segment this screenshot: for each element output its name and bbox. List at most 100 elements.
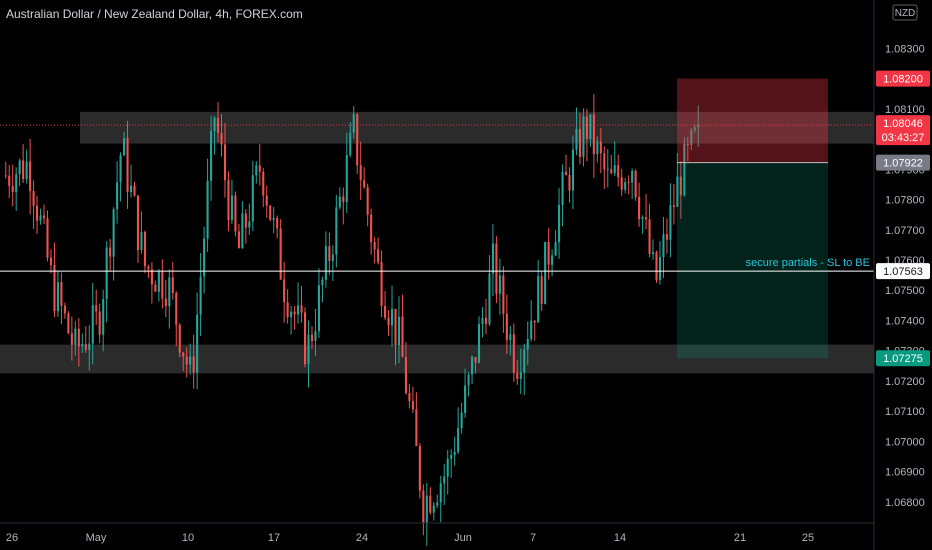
- candle-body: [672, 205, 675, 207]
- candle: [690, 127, 693, 151]
- candle: [223, 123, 227, 198]
- partials-annotation: secure partials - SL to BE: [746, 257, 870, 269]
- candle: [380, 250, 383, 318]
- candle: [533, 320, 536, 341]
- candle: [293, 306, 296, 330]
- candle-body: [624, 182, 627, 190]
- candle: [387, 310, 390, 336]
- candle: [436, 494, 439, 508]
- candle-body: [109, 247, 112, 257]
- candle: [112, 207, 115, 281]
- candle-body: [77, 328, 80, 347]
- candle-body: [293, 311, 296, 315]
- candle-body: [241, 213, 244, 249]
- candle: [98, 303, 101, 344]
- candle-body: [415, 409, 418, 446]
- candle: [4, 161, 7, 179]
- candle: [363, 167, 366, 189]
- candle: [15, 167, 18, 211]
- candle: [269, 204, 272, 222]
- candle-body: [262, 171, 265, 196]
- candle-body: [686, 143, 689, 146]
- candle-body: [495, 243, 498, 294]
- candle-body: [324, 246, 327, 280]
- candle-body: [526, 339, 529, 350]
- candle: [384, 290, 387, 320]
- candle-body: [234, 195, 237, 232]
- candle: [669, 183, 672, 258]
- candle-body: [453, 451, 456, 456]
- candle: [335, 194, 338, 268]
- time-tick-label: 25: [802, 532, 814, 544]
- candle: [662, 216, 665, 279]
- candle-body: [491, 243, 494, 274]
- candle: [697, 105, 700, 147]
- candle: [286, 289, 289, 324]
- candle: [53, 242, 56, 317]
- candle: [310, 326, 314, 349]
- candle: [244, 209, 247, 244]
- candle-body: [450, 455, 453, 459]
- candle: [408, 384, 411, 409]
- candle-body: [436, 502, 439, 506]
- candle: [262, 167, 265, 208]
- candle: [519, 348, 522, 395]
- candle: [136, 195, 140, 263]
- candle: [558, 187, 561, 259]
- candle-body: [15, 174, 18, 193]
- candle: [109, 238, 112, 271]
- candle-body: [25, 161, 28, 180]
- candle-body: [662, 234, 665, 257]
- candle: [119, 152, 122, 202]
- candle: [63, 302, 66, 319]
- candle: [648, 204, 651, 258]
- candle-body: [220, 133, 223, 145]
- candle-body: [265, 195, 268, 206]
- candle-body: [697, 125, 700, 128]
- zone-resistance: [80, 111, 874, 144]
- candle-body: [575, 129, 578, 150]
- candle: [606, 149, 609, 188]
- candle: [116, 161, 119, 224]
- candle-body: [683, 143, 686, 196]
- candle-body: [335, 207, 338, 255]
- candle-body: [387, 317, 390, 326]
- candle: [401, 294, 404, 358]
- candle-body: [105, 247, 108, 300]
- price-axis: 1.083001.081001.080001.079001.078001.077…: [873, 0, 930, 550]
- candle-body: [676, 176, 679, 207]
- candle: [686, 137, 689, 162]
- candle: [36, 195, 39, 234]
- candle-body: [641, 217, 644, 220]
- candle-body: [613, 165, 616, 174]
- candle: [429, 487, 432, 515]
- time-tick-label: 21: [734, 532, 746, 544]
- candle-body: [168, 277, 171, 307]
- candle-body: [32, 191, 35, 206]
- candle: [81, 333, 84, 353]
- candle: [460, 402, 463, 434]
- candle: [651, 239, 655, 260]
- candle: [390, 285, 394, 347]
- candle: [474, 356, 477, 374]
- candle: [582, 108, 585, 167]
- candle-body: [638, 197, 641, 220]
- candle-body: [425, 495, 428, 524]
- candle: [523, 343, 526, 396]
- candle: [213, 115, 216, 155]
- candle: [290, 306, 293, 335]
- candle: [571, 135, 575, 210]
- candle: [505, 294, 508, 354]
- candle-body: [272, 218, 275, 220]
- candle: [276, 215, 279, 239]
- candle-body: [161, 270, 164, 299]
- candle: [457, 407, 460, 455]
- candle: [345, 132, 348, 213]
- candle-body: [467, 374, 470, 386]
- candle-body: [498, 275, 501, 294]
- candle: [596, 136, 599, 163]
- candle-body: [297, 305, 300, 315]
- candle: [592, 94, 595, 178]
- candle-body: [373, 242, 376, 250]
